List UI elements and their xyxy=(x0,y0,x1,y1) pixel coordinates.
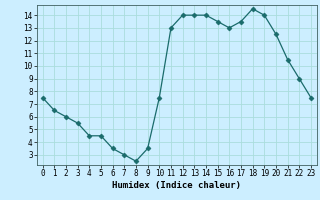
X-axis label: Humidex (Indice chaleur): Humidex (Indice chaleur) xyxy=(112,181,241,190)
